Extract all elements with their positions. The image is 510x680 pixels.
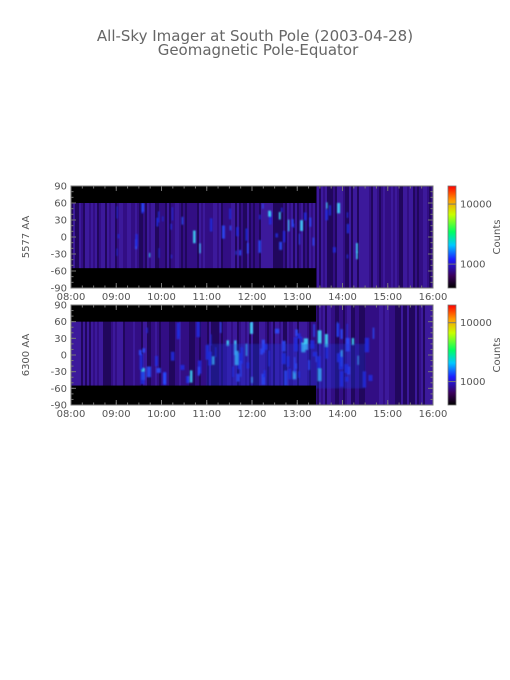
colorbar-gradient <box>447 304 457 406</box>
x-tick-label: 11:00 <box>192 292 221 303</box>
x-tick-label: 11:00 <box>192 409 221 420</box>
x-tick-label: 13:00 <box>283 409 312 420</box>
y-tick-label: 30 <box>54 216 67 227</box>
chart-title: All-Sky Imager at South Pole (2003-04-28… <box>97 27 413 45</box>
no-data-block <box>71 186 317 203</box>
x-tick-label: 15:00 <box>373 409 402 420</box>
y-tick-label: 0 <box>61 351 67 362</box>
x-tick-label: 10:00 <box>147 292 176 303</box>
y-tick-label: -60 <box>51 267 67 278</box>
colorbar: 10000 1000 Counts <box>447 304 503 406</box>
y-tick-label: 0 <box>61 233 67 244</box>
x-tick-label: 09:00 <box>102 292 131 303</box>
no-data-block <box>71 305 317 322</box>
no-data-block <box>71 385 317 405</box>
y-axis-label: 5577 AA <box>21 216 32 259</box>
no-data-block <box>71 268 317 288</box>
x-tick-label: 14:00 <box>328 409 357 420</box>
colorbar-label: Counts <box>492 220 503 255</box>
chart-subtitle: Geomagnetic Pole-Equator <box>158 41 359 59</box>
x-tick-label: 10:00 <box>147 409 176 420</box>
y-tick-label: 30 <box>54 334 67 345</box>
heatmap-image <box>71 186 433 288</box>
emission-features <box>116 202 358 260</box>
x-tick-label: 12:00 <box>238 292 267 303</box>
colorbar-label: Counts <box>492 338 503 373</box>
x-tick-label: 14:00 <box>328 292 357 303</box>
colorbar-tick-label: 10000 <box>460 200 492 211</box>
emission-features <box>138 321 375 389</box>
y-tick-label: 90 <box>54 182 67 193</box>
x-tick-label: 12:00 <box>238 409 267 420</box>
x-tick-label: 09:00 <box>102 409 131 420</box>
x-tick-label: 08:00 <box>57 292 86 303</box>
y-tick-label: -90 <box>51 284 67 295</box>
y-tick-label: -90 <box>51 401 67 412</box>
heatmap-image <box>71 305 433 405</box>
x-tick-label: 16:00 <box>419 409 448 420</box>
y-axis-label: 6300 AA <box>21 334 32 377</box>
y-tick-label: 90 <box>54 301 67 312</box>
y-tick-label: -30 <box>51 367 67 378</box>
x-tick-label: 13:00 <box>283 292 312 303</box>
y-tick-label: 60 <box>54 199 67 210</box>
panel-1: 08:00 09:00 10:00 11:00 12:00 13:00 14:00 15:00… <box>21 182 503 304</box>
y-tick-label: -60 <box>51 384 67 395</box>
y-tick-label: -30 <box>51 250 67 261</box>
panel-2: 08:00 09:00 10:00 11:00 12:00 13:00 14:00 15:00… <box>21 301 503 421</box>
colorbar-gradient <box>447 185 457 289</box>
colorbar: 10000 1000 Counts <box>447 185 503 289</box>
x-tick-label: 15:00 <box>373 292 402 303</box>
x-tick-label: 08:00 <box>57 409 86 420</box>
colorbar-tick-label: 1000 <box>460 260 485 271</box>
y-tick-label: 60 <box>54 317 67 328</box>
colorbar-tick-label: 1000 <box>460 377 485 388</box>
colorbar-tick-label: 10000 <box>460 318 492 329</box>
x-tick-label: 16:00 <box>419 292 448 303</box>
